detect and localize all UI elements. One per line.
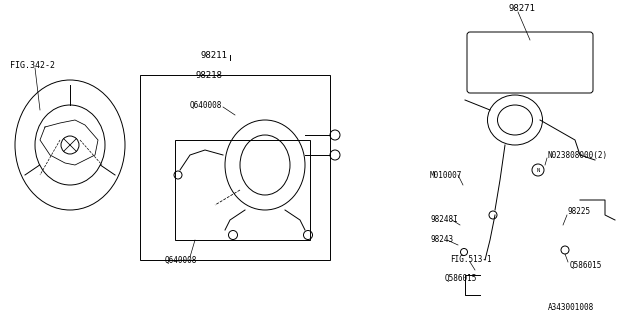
Text: N: N bbox=[536, 167, 540, 172]
Text: Q640008: Q640008 bbox=[165, 255, 197, 265]
Text: 98225: 98225 bbox=[568, 207, 591, 217]
Bar bbox=[140, 75, 330, 260]
Text: M010007: M010007 bbox=[430, 171, 462, 180]
Text: 98211: 98211 bbox=[200, 51, 227, 60]
Text: 98248I: 98248I bbox=[430, 215, 458, 225]
Text: 98243: 98243 bbox=[430, 236, 453, 244]
Text: 98271: 98271 bbox=[508, 4, 535, 12]
Text: A343001008: A343001008 bbox=[548, 303, 595, 313]
Text: Q586015: Q586015 bbox=[445, 274, 477, 283]
Text: Q640008: Q640008 bbox=[190, 100, 222, 109]
Text: FIG.513-1: FIG.513-1 bbox=[450, 255, 492, 265]
Text: 98218: 98218 bbox=[195, 70, 222, 79]
Text: Q586015: Q586015 bbox=[570, 260, 602, 269]
Text: N023808000(2): N023808000(2) bbox=[548, 150, 608, 159]
Bar bbox=[175, 140, 310, 240]
Text: FIG.342-2: FIG.342-2 bbox=[10, 60, 55, 69]
